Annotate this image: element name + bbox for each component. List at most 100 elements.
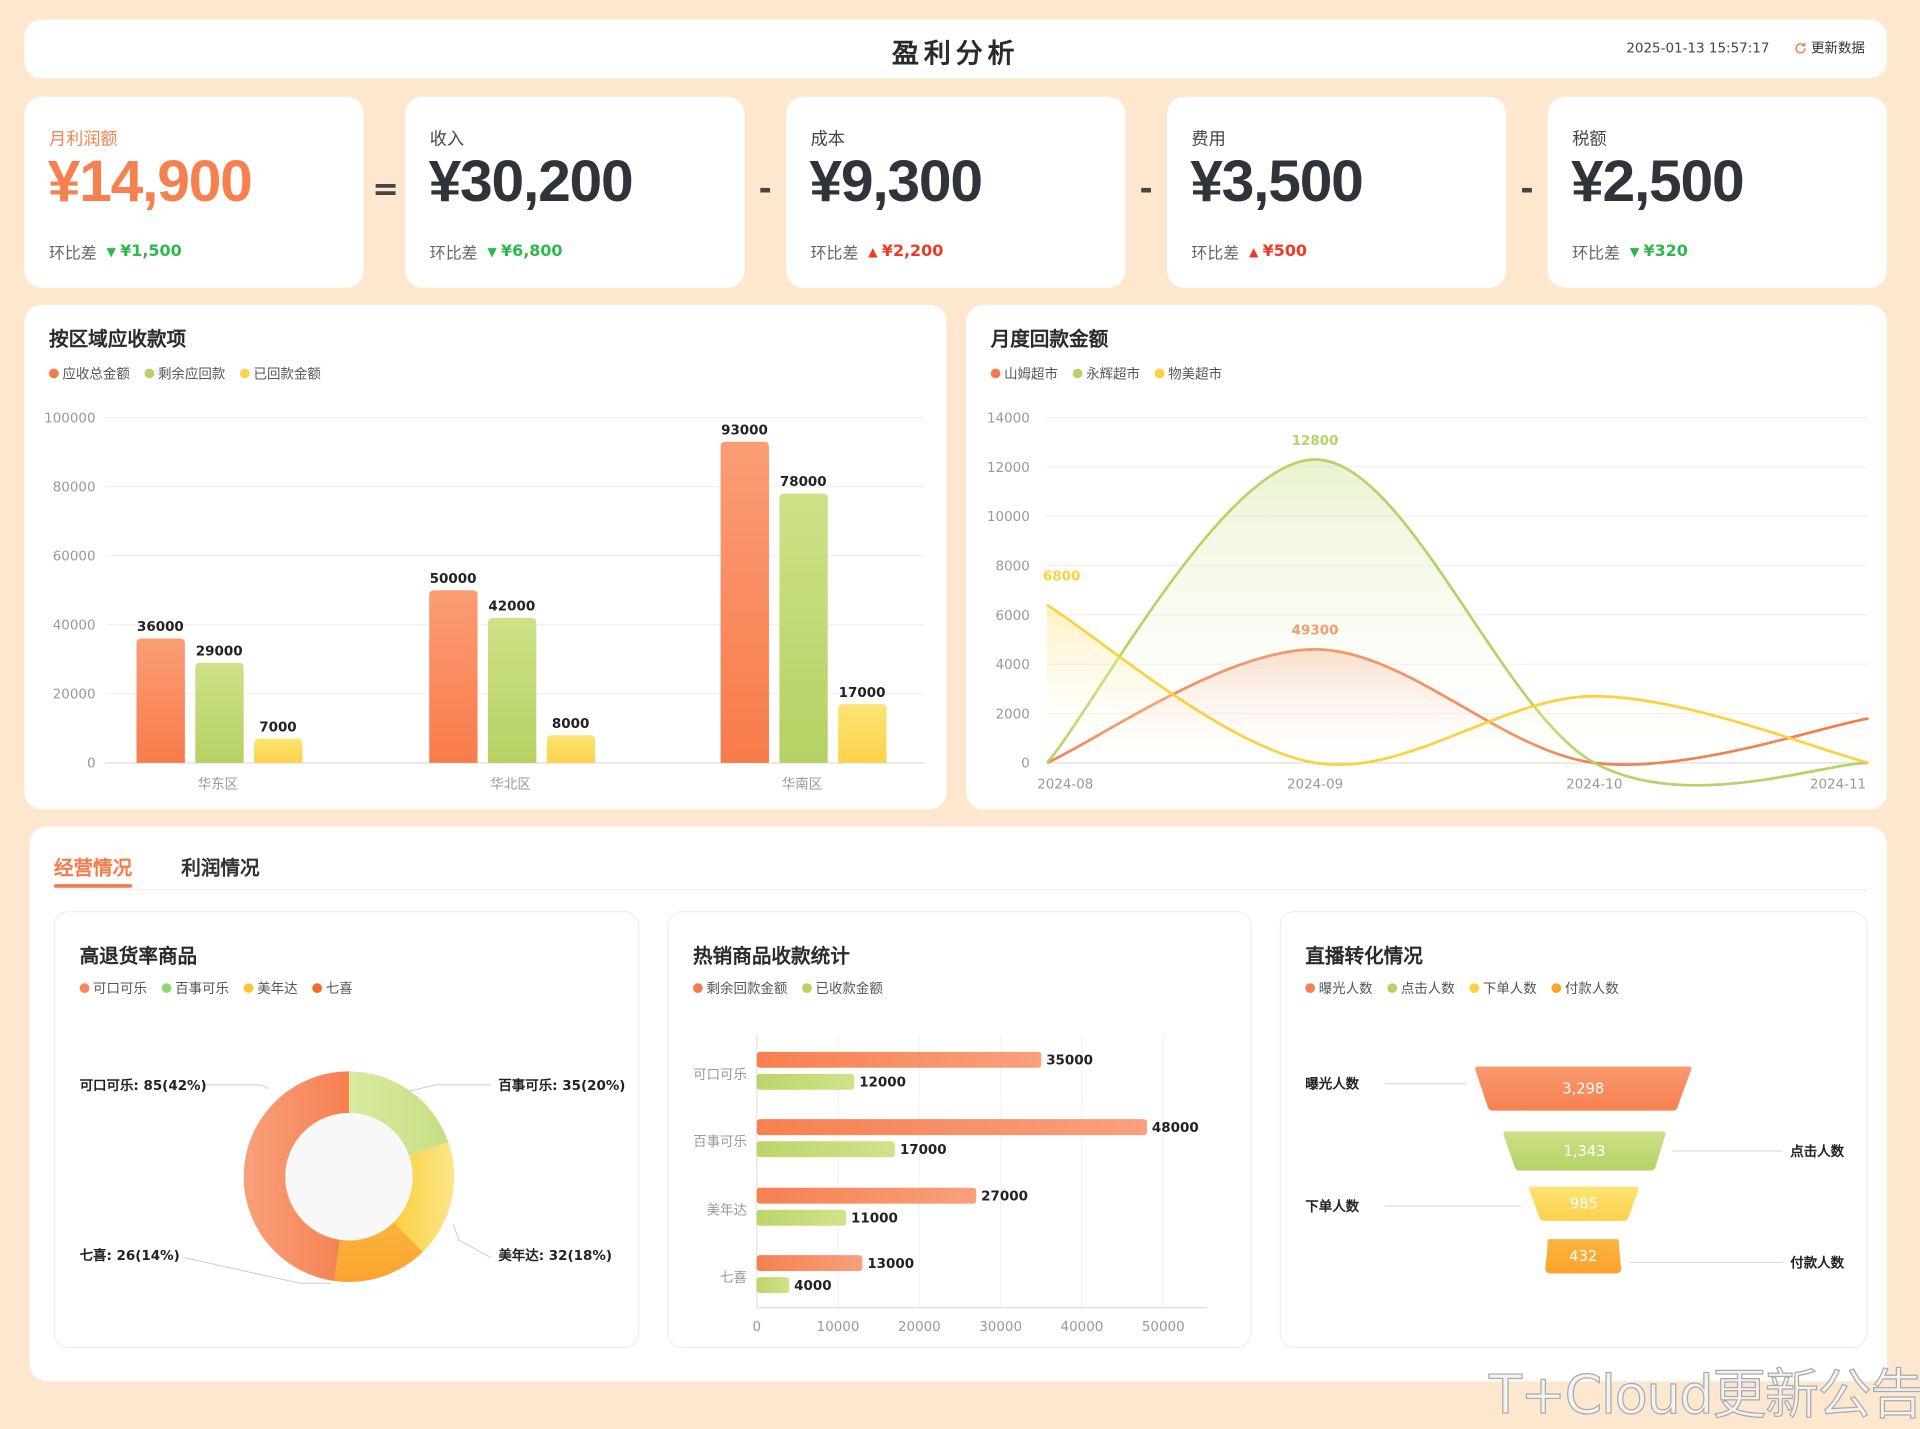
donut-slice[interactable]	[348, 1071, 449, 1156]
hot-products-card: 热销商品收款统计 剩余回款金额 已收款金额 0 10000 20000 30000 400…	[667, 911, 1252, 1349]
bar[interactable]	[254, 738, 303, 763]
y-tick-label: 8000	[996, 559, 1030, 574]
monthly-payback-card: 月度回款金额 山姆超市 永辉超市 物美超市 0 2000 4000 6000 8000 100…	[966, 304, 1887, 810]
y-tick-label: 4000	[996, 658, 1030, 673]
active-tab-indicator	[53, 884, 133, 888]
legend-label: 已收款金额	[815, 980, 883, 997]
funnel-stage[interactable]	[1475, 1066, 1692, 1111]
legend-dot	[693, 983, 703, 994]
bar[interactable]	[546, 735, 596, 763]
legend-dot	[1154, 368, 1165, 379]
bar[interactable]	[756, 1187, 977, 1204]
x-tick-label: 华北区	[490, 777, 530, 793]
legend-item[interactable]: 曝光人数	[1305, 978, 1373, 998]
tab-profit[interactable]: 利润情况	[181, 855, 260, 880]
legend-item[interactable]: 永辉超市	[1072, 364, 1140, 384]
bar[interactable]	[756, 1277, 790, 1294]
kpi-diff: 环比差 ▼ ¥1,500	[49, 240, 182, 263]
kpi-diff-amount: ¥1,500	[120, 242, 182, 261]
bar[interactable]	[838, 704, 887, 763]
bar[interactable]	[756, 1209, 847, 1226]
funnel-label: 点击人数	[1790, 1143, 1844, 1160]
kpi-diff-value: ▼ ¥6,800	[487, 242, 562, 260]
legend-dot	[161, 983, 172, 994]
bar[interactable]	[756, 1255, 863, 1272]
donut-slice[interactable]	[393, 1142, 455, 1252]
series-line[interactable]	[1046, 603, 1869, 766]
kpi-card: 费用 ¥3,500 环比差 ▲ ¥500	[1166, 96, 1507, 288]
kpi-diff-label: 环比差	[1572, 244, 1621, 264]
bar[interactable]	[720, 441, 769, 763]
bar[interactable]	[779, 493, 828, 763]
chart-legend: 应收总金额 剩余应回款 已回款金额	[48, 364, 321, 384]
legend-dot	[79, 983, 90, 994]
kpi-card: 成本 ¥9,300 环比差 ▲ ¥2,200	[786, 96, 1126, 288]
tab-operations[interactable]: 经营情况	[53, 855, 133, 880]
kpi-diff-amount: ¥500	[1262, 242, 1307, 261]
y-tick-label: 14000	[987, 411, 1030, 426]
chart-title: 高退货率商品	[79, 944, 198, 968]
legend-item[interactable]: 剩余应回款	[144, 364, 225, 384]
refresh-button[interactable]: 更新数据	[1794, 38, 1865, 58]
monthly-line-chart: 0 2000 4000 6000 8000 10000 12000 14000 2024-08 2…	[987, 411, 1869, 793]
bar[interactable]	[756, 1119, 1148, 1136]
legend-item[interactable]: 美年达	[243, 978, 298, 998]
bar[interactable]	[136, 638, 185, 763]
bar-value-label: 50000	[430, 572, 477, 587]
legend-item[interactable]: 已回款金额	[240, 364, 321, 384]
bar[interactable]	[756, 1051, 1042, 1068]
y-tick-label: 百事可乐	[693, 1134, 747, 1150]
x-tick-label: 50000	[1142, 1320, 1185, 1335]
legend-item[interactable]: 点击人数	[1387, 978, 1455, 998]
donut-slice[interactable]	[243, 1071, 349, 1281]
watermark: T+Cloud更新公告	[1488, 1363, 1920, 1427]
funnel-stage[interactable]	[1503, 1131, 1666, 1171]
bar[interactable]	[195, 662, 244, 763]
bar-value-label: 27000	[981, 1190, 1028, 1205]
kpi-value: ¥2,500	[1571, 149, 1745, 215]
legend-item[interactable]: 付款人数	[1551, 978, 1619, 998]
legend-item[interactable]: 下单人数	[1469, 978, 1537, 998]
chart-legend: 山姆超市 永辉超市 物美超市	[990, 364, 1223, 384]
legend-item[interactable]: 山姆超市	[990, 364, 1058, 384]
bar[interactable]	[429, 590, 478, 763]
funnel-stage[interactable]	[1545, 1239, 1622, 1274]
legend-item[interactable]: 七喜	[312, 978, 353, 998]
bar[interactable]	[487, 617, 537, 763]
x-tick-label: 华南区	[782, 777, 822, 793]
slice-label: 百事可乐: 35(20%)	[498, 1077, 625, 1094]
funnel-stage[interactable]	[1529, 1186, 1639, 1221]
triangle-down-icon: ▼	[1629, 246, 1644, 260]
slice-label: 七喜: 26(14%)	[80, 1247, 180, 1264]
kpi-diff: 环比差 ▲ ¥500	[1191, 240, 1307, 263]
legend-dot	[802, 983, 812, 994]
live-conversion-card: 直播转化情况 曝光人数 点击人数 下单人数 付款人数 3,298 曝光人数 1,343 点击…	[1279, 911, 1868, 1349]
legend-dot	[144, 368, 155, 379]
funnel-label: 曝光人数	[1305, 1076, 1359, 1093]
bar[interactable]	[756, 1141, 895, 1158]
legend-dot	[48, 368, 59, 379]
kpi-diff-value: ▲ ¥500	[1249, 242, 1307, 260]
y-tick-label: 6000	[996, 609, 1030, 624]
y-tick-label: 七喜	[720, 1270, 747, 1286]
triangle-up-icon: ▲	[1248, 246, 1263, 260]
triangle-down-icon: ▼	[487, 246, 502, 260]
bar-value-label: 48000	[1152, 1121, 1199, 1136]
region-bar-chart: 0 20000 40000 60000 80000 100000 华东区 36000 29000…	[44, 411, 925, 793]
legend-item[interactable]: 百事可乐	[161, 978, 229, 998]
legend-item[interactable]: 物美超市	[1154, 364, 1223, 384]
series-line[interactable]	[1045, 458, 1869, 787]
funnel-chart: 3,298 曝光人数 1,343 点击人数 985 下单人数 432 付款人数	[1305, 1066, 1845, 1274]
legend-item[interactable]: 已收款金额	[802, 978, 883, 998]
series-area	[1046, 459, 1869, 786]
kpi-label: 收入	[429, 129, 465, 150]
legend-label: 物美超市	[1168, 366, 1223, 383]
x-tick-label: 10000	[817, 1320, 860, 1335]
legend-item[interactable]: 可口可乐	[79, 978, 147, 998]
page-title: 盈利分析	[892, 39, 1020, 70]
kpi-diff-label: 环比差	[48, 244, 97, 264]
legend-item[interactable]: 剩余回款金额	[693, 978, 787, 998]
donut-slice[interactable]	[334, 1222, 423, 1283]
bar[interactable]	[756, 1073, 855, 1090]
legend-item[interactable]: 应收总金额	[48, 364, 130, 384]
